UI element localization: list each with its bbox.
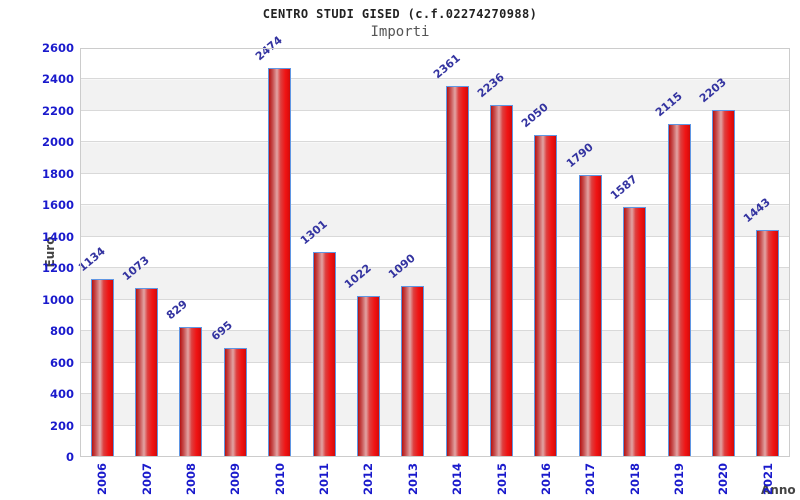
bar-2011 [312, 252, 336, 457]
value-label-2006: 1134 [75, 244, 108, 274]
y-tick-label-1800: 1800 [41, 166, 74, 181]
x-tick-label-2011: 2011 [317, 463, 332, 496]
y-tick-label-800: 800 [49, 324, 74, 339]
bar-2015 [490, 105, 514, 457]
gridline-2200 [80, 109, 790, 111]
x-tick-label-2019: 2019 [672, 463, 687, 496]
value-label-2018: 1587 [608, 172, 641, 203]
value-label-2017: 1790 [563, 140, 596, 171]
y-tick-label-2200: 2200 [41, 103, 74, 118]
gridline-800 [80, 330, 790, 332]
value-label-2014: 2361 [430, 51, 463, 81]
bar-2017 [578, 175, 602, 457]
y-tick-label-1600: 1600 [41, 198, 74, 213]
gridline-400 [80, 393, 790, 395]
x-tick-label-2009: 2009 [228, 463, 243, 496]
y-tick-label-1200: 1200 [41, 261, 74, 276]
value-label-2021: 1443 [741, 195, 774, 226]
bar-2012 [356, 296, 380, 457]
bar-2010 [268, 67, 292, 457]
x-tick-label-2014: 2014 [450, 463, 465, 496]
value-label-2015: 2236 [475, 70, 507, 101]
gridline-1200 [80, 267, 790, 269]
x-axis-title: Anno [761, 483, 796, 497]
y-tick-label-600: 600 [49, 355, 74, 370]
value-label-2008: 829 [164, 297, 191, 322]
x-tick-label-2017: 2017 [583, 463, 598, 496]
bar-2006 [90, 278, 114, 457]
x-tick-label-2015: 2015 [494, 463, 509, 496]
gridline-2000 [80, 141, 790, 143]
bar-2016 [534, 134, 558, 457]
y-tick-label-2400: 2400 [41, 72, 74, 87]
gridline-600 [80, 361, 790, 363]
x-tick-label-2008: 2008 [183, 463, 198, 496]
gridline-1400 [80, 235, 790, 237]
x-tick-label-2013: 2013 [405, 463, 420, 496]
x-tick-label-2006: 2006 [95, 463, 110, 496]
bar-2013 [401, 285, 425, 457]
value-label-2007: 1073 [120, 253, 152, 284]
x-tick-label-2020: 2020 [716, 463, 731, 496]
value-label-2020: 2203 [696, 76, 729, 106]
value-label-2009: 695 [208, 318, 235, 343]
plot-area: 1134 1073 829 695 2474 1301 1022 1090 2361 2236 20… [76, 33, 790, 457]
x-tick-label-2012: 2012 [361, 463, 376, 496]
x-tick-label-2010: 2010 [272, 463, 287, 496]
x-tick-label-2018: 2018 [627, 463, 642, 496]
y-tick-label-2000: 2000 [41, 135, 74, 150]
gridline-1000 [80, 298, 790, 300]
bar-2014 [445, 85, 469, 457]
y-tick-label-0: 0 [65, 450, 74, 464]
gridline-2400 [80, 78, 790, 80]
bar-2018 [623, 207, 647, 457]
y-tick-label-200: 200 [49, 418, 74, 433]
y-tick-label-1000: 1000 [41, 292, 74, 307]
value-label-2019: 2115 [652, 89, 685, 120]
bar-2020 [711, 110, 735, 457]
value-label-2011: 1301 [297, 217, 330, 248]
x-tick-label-2016: 2016 [538, 463, 553, 496]
chart-title: CENTRO STUDI GISED (c.f.02274270988) [262, 7, 538, 21]
chart-subtitle: Importi [370, 24, 430, 40]
bar-2009 [223, 347, 247, 457]
value-label-2016: 2050 [519, 100, 552, 130]
gridline-200 [80, 424, 790, 426]
y-tick-label-400: 400 [49, 387, 74, 402]
y-tick-label-2600: 2600 [41, 41, 74, 55]
bar-2019 [667, 124, 691, 457]
x-tick-label-2021: 2021 [760, 463, 775, 496]
gridline-1800 [80, 172, 790, 174]
x-tick-label-2007: 2007 [139, 463, 154, 496]
bar-2008 [179, 326, 203, 457]
gridline-1600 [80, 204, 790, 206]
y-tick-label-1400: 1400 [41, 229, 74, 244]
bar-2021 [756, 230, 780, 457]
bar-2007 [135, 288, 159, 457]
